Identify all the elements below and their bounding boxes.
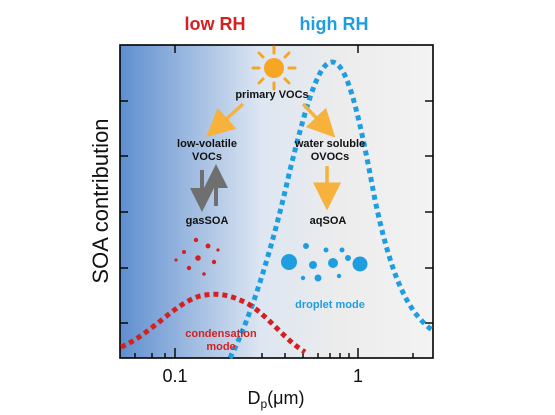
condensation-mode-label-line2: mode <box>206 341 235 353</box>
x-axis-label-main: D <box>247 388 260 408</box>
y-ticks <box>120 100 433 324</box>
x-tick-0.1: 0.1 <box>162 366 187 386</box>
gas-soa-label: gasSOA <box>186 215 229 227</box>
gas-soa-particles <box>174 237 220 276</box>
y-axis-label: SOA contribution <box>88 118 113 283</box>
condensation-mode-curve <box>119 291 307 355</box>
arrow-primary-to-low-volatile <box>206 102 245 138</box>
high-rh-label: high RH <box>300 14 369 34</box>
condensation-mode-label-line1: condensation <box>185 328 257 340</box>
arrow-primary-to-water-soluble <box>301 102 336 138</box>
low-volatile-label-line2: VOCs <box>192 151 222 163</box>
droplet-mode-curve <box>227 59 434 360</box>
plot-background <box>120 45 433 358</box>
water-soluble-label-line2: OVOCs <box>311 151 350 163</box>
aq-soa-label: aqSOA <box>310 215 347 227</box>
x-axis-label-unit: (μm) <box>267 388 304 408</box>
aq-soa-droplets <box>281 243 368 282</box>
low-volatile-label-line1: low-volatile <box>177 138 237 150</box>
x-tick-1: 1 <box>353 366 363 386</box>
water-soluble-label-line1: water soluble <box>294 138 365 150</box>
x-axis-label: Dp(μm) <box>247 388 304 411</box>
primary-vocs-label: primary VOCs <box>235 89 308 101</box>
low-rh-label: low RH <box>185 14 246 34</box>
x-axis-label-sub: p <box>260 397 267 411</box>
droplet-mode-label: droplet mode <box>295 299 365 311</box>
plot-frame <box>119 44 434 359</box>
sun-icon <box>251 45 297 91</box>
